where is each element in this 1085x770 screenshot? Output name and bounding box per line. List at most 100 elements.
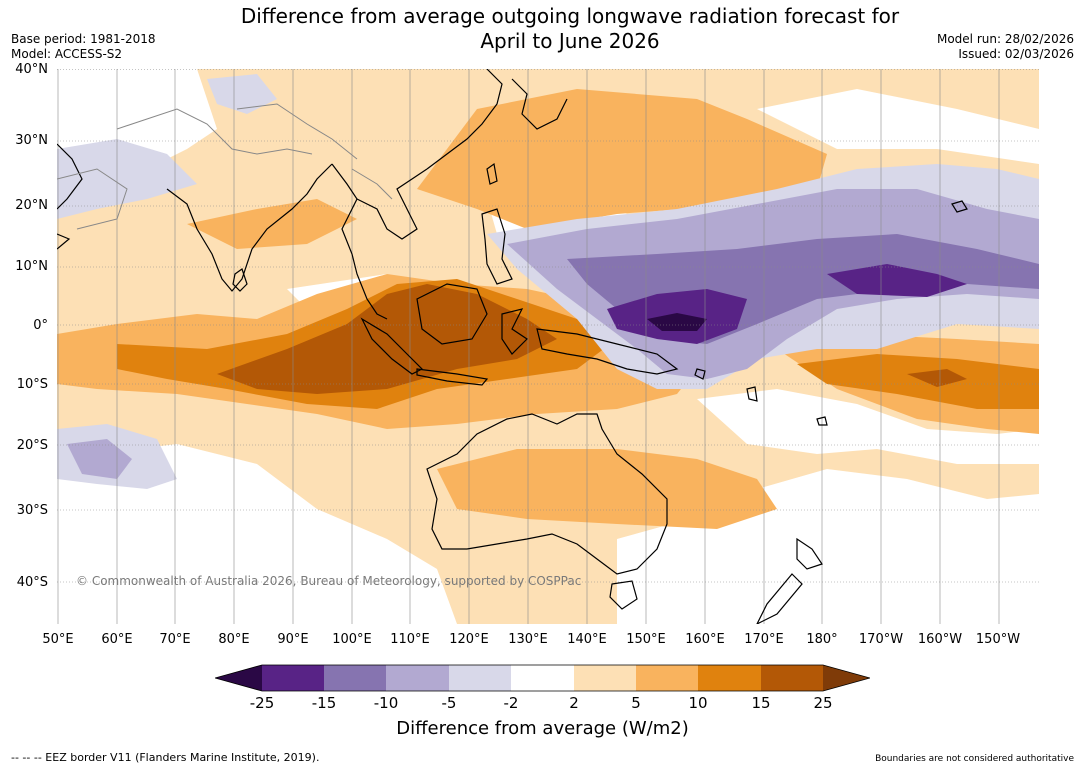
field-neg-5-10-sio xyxy=(67,439,132,479)
lat-label-30n: 30°N xyxy=(15,133,48,148)
colorbar-title: Difference from average (W/m2) xyxy=(396,718,689,739)
colorbar-segment-2-5 xyxy=(574,665,636,691)
country-borders xyxy=(57,103,393,230)
lon-label-110e: 110°E xyxy=(390,632,430,647)
field-5-10-northpac xyxy=(417,89,827,229)
boundary-disclaimer: Boundaries are not considered authoritat… xyxy=(875,754,1074,764)
lat-label-30s: 30°S xyxy=(16,503,48,518)
coast-arabia-south xyxy=(57,233,71,250)
field-15-25-indian xyxy=(217,284,557,394)
colorbar-tick-15: 15 xyxy=(751,694,771,712)
meta-left: Base period: 1981-2018 Model: ACCESS-S2 xyxy=(11,32,156,62)
border-asia-3 xyxy=(351,168,393,200)
issued-date: Issued: 02/03/2026 xyxy=(958,47,1074,61)
field-neg-2-5-tibet xyxy=(207,74,277,114)
coast-borneo xyxy=(416,283,488,345)
coast-vanuatu xyxy=(746,386,758,402)
border-asia-1 xyxy=(116,108,313,155)
field-15-25-spac xyxy=(907,369,967,387)
colorbar-tick-25: 25 xyxy=(813,694,833,712)
lon-label-120e: 120°E xyxy=(449,632,489,647)
lon-label-60e: 60°E xyxy=(101,632,133,647)
lat-label-eq: 0° xyxy=(33,318,48,333)
field-neg-2-5-asia xyxy=(57,139,197,219)
coast-sulawesi xyxy=(501,308,528,355)
field-10-15-spac xyxy=(797,354,1039,409)
model-run: Model run: 28/02/2026 xyxy=(936,32,1074,46)
colorbar-tick-5: 5 xyxy=(631,694,641,712)
field-white-sw xyxy=(57,444,457,624)
title-line-1: Difference from average outgoing longwav… xyxy=(240,4,900,28)
colorbar-outline xyxy=(215,664,870,692)
coast-australia xyxy=(426,413,668,575)
base-period: Base period: 1981-2018 xyxy=(11,32,156,46)
colorbar-segment-neg2-2 xyxy=(511,665,574,691)
anomaly-fields xyxy=(57,69,1039,624)
field-neg-15-25-pac-e xyxy=(827,264,967,297)
field-neg-25-core xyxy=(647,313,707,331)
colorbar xyxy=(215,664,870,692)
chart-title: Difference from average outgoing longwav… xyxy=(140,4,1000,54)
colorbar-segment-neg25-neg15 xyxy=(262,665,324,691)
lon-label-90e: 90°E xyxy=(277,632,309,647)
colorbar-extend-low xyxy=(215,665,262,691)
lon-label-150w: 150°W xyxy=(975,632,1021,647)
map-panel xyxy=(57,69,1039,624)
coast-solomon xyxy=(694,368,706,380)
coast-taiwan xyxy=(486,162,498,185)
lon-label-170e: 170°E xyxy=(744,632,784,647)
coast-china xyxy=(426,69,503,170)
coast-java xyxy=(416,368,489,386)
lon-label-130e: 130°E xyxy=(508,632,548,647)
coast-india xyxy=(166,163,333,292)
coastlines xyxy=(57,69,968,624)
colorbar-segment-5-10 xyxy=(636,665,698,691)
coast-hawaii xyxy=(951,200,968,213)
meta-right: Model run: 28/02/2026 Issued: 02/03/2026 xyxy=(937,32,1074,62)
coast-indochina xyxy=(356,168,428,240)
colorbar-segment-neg10-neg5 xyxy=(386,665,449,691)
map-svg xyxy=(57,69,1039,624)
coast-arabia xyxy=(57,143,83,210)
lon-label-50e: 50°E xyxy=(42,632,74,647)
lat-label-20s: 20°S xyxy=(16,438,48,453)
colorbar-tick-neg10: -10 xyxy=(373,694,399,712)
lat-label-40s: 40°S xyxy=(16,575,48,590)
lat-label-10s: 10°S xyxy=(16,377,48,392)
coast-korea-japan xyxy=(511,78,568,130)
colorbar-segment-15-25 xyxy=(761,665,823,691)
lon-label-140e: 140°E xyxy=(567,632,607,647)
lat-label-10n: 10°N xyxy=(15,259,48,274)
colorbar-tick-neg25: -25 xyxy=(249,694,275,712)
colorbar-tick-2: 2 xyxy=(569,694,579,712)
colorbar-tick-neg2: -2 xyxy=(503,694,519,712)
coast-tasmania xyxy=(609,580,638,610)
lon-label-160w: 160°W xyxy=(917,632,963,647)
lat-label-20n: 20°N xyxy=(15,198,48,213)
field-5-10-bay xyxy=(187,199,357,249)
title-line-2: April to June 2026 xyxy=(480,29,660,53)
coast-malay xyxy=(331,163,388,320)
coast-nz-north xyxy=(796,537,823,570)
model-name: Model: ACCESS-S2 xyxy=(11,47,123,61)
colorbar-segment-neg5-neg2 xyxy=(449,665,511,691)
lon-label-100e: 100°E xyxy=(332,632,372,647)
colorbar-tick-10: 10 xyxy=(688,694,708,712)
coast-fiji xyxy=(816,416,828,426)
border-mideast xyxy=(57,168,128,230)
gridlines xyxy=(57,69,1039,624)
lon-label-150e: 150°E xyxy=(626,632,666,647)
colorbar-tick-neg5: -5 xyxy=(441,694,457,712)
coast-sri-lanka xyxy=(232,268,248,292)
lon-label-80e: 80°E xyxy=(218,632,250,647)
eez-legend: -- -- -- EEZ border V11 (Flanders Marine… xyxy=(11,751,320,764)
colorbar-segment-10-15 xyxy=(698,665,761,691)
colorbar-tick-neg15: -15 xyxy=(311,694,337,712)
colorbar-extend-high xyxy=(823,665,870,691)
lon-label-70e: 70°E xyxy=(159,632,191,647)
lat-label-40n: 40°N xyxy=(15,62,48,77)
coast-nz-south xyxy=(756,573,803,624)
colorbar-segment-neg15-neg10 xyxy=(324,665,386,691)
copyright-notice: © Commonwealth of Australia 2026, Bureau… xyxy=(76,574,582,588)
field-white-e xyxy=(697,389,1039,464)
